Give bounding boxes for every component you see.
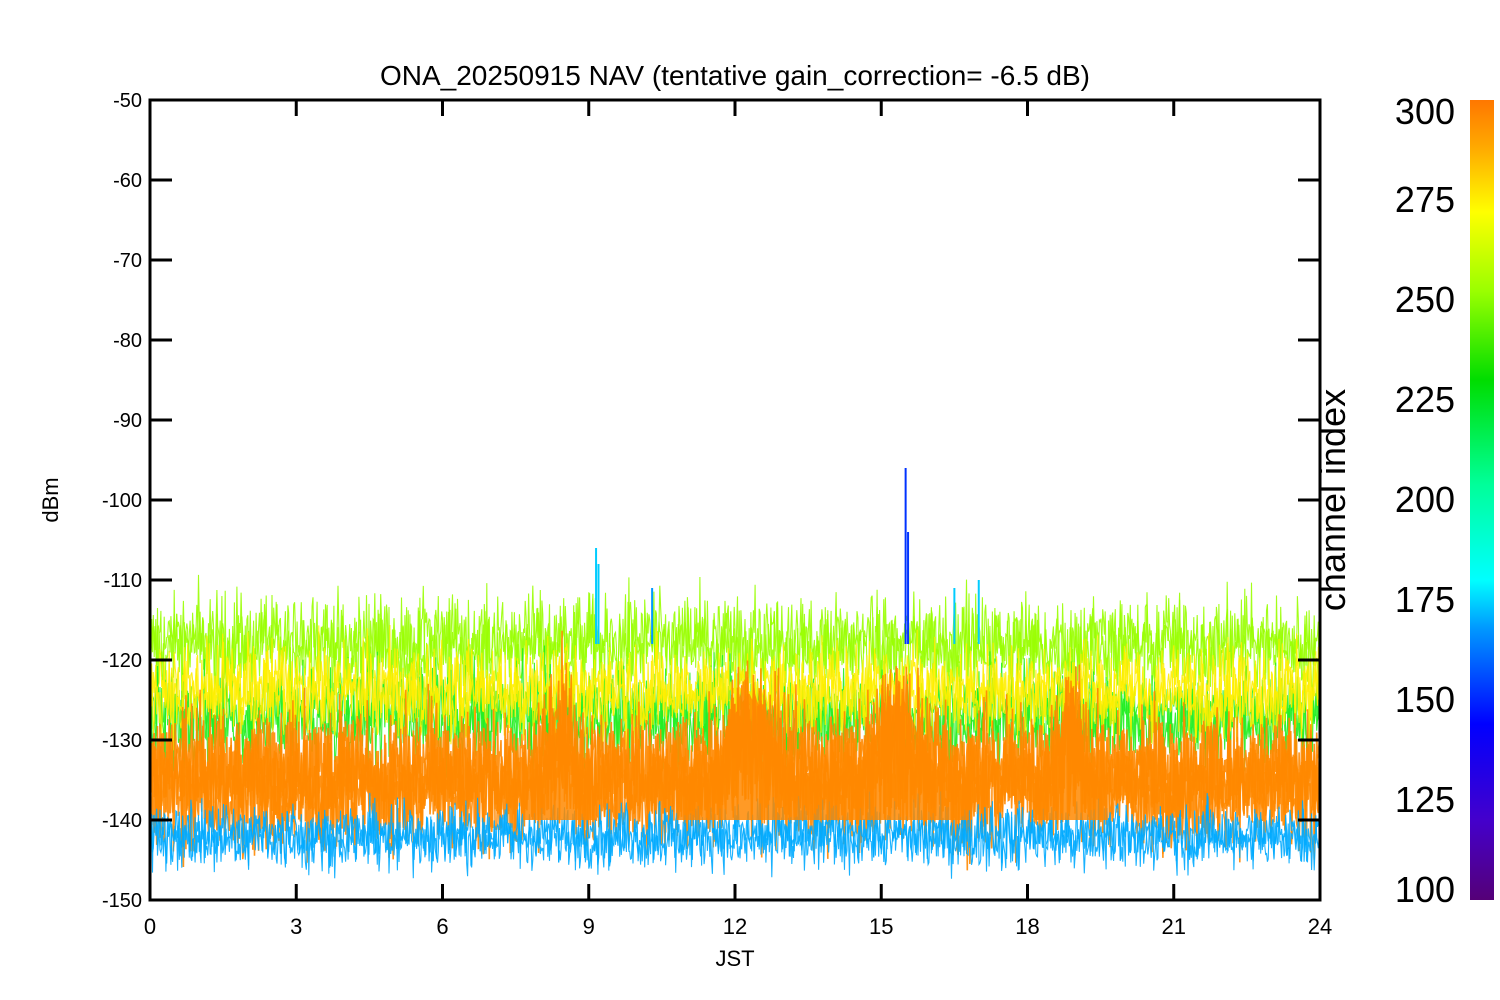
colorbar-tick-label: 250 — [1395, 279, 1455, 320]
y-tick-label: -120 — [102, 650, 142, 672]
x-tick-label: 3 — [290, 914, 302, 939]
y-tick-label: -50 — [113, 90, 142, 112]
colorbar-ticks: 100 125 150 175 200 225 250 275 300 — [1395, 91, 1455, 910]
series-line — [150, 666, 1320, 871]
colorbar-tick-label: 150 — [1395, 679, 1455, 720]
x-axis-label: JST — [715, 946, 754, 971]
x-tick-label: 21 — [1162, 914, 1186, 939]
x-tick-label: 9 — [583, 914, 595, 939]
series-line — [150, 574, 1320, 709]
y-tick-label: -130 — [102, 730, 142, 752]
colorbar — [1470, 100, 1494, 900]
y-axis-label: dBm — [38, 477, 63, 522]
colorbar-tick-label: 100 — [1395, 869, 1455, 910]
y-tick-label: -110 — [103, 570, 142, 592]
x-tick-label: 0 — [144, 914, 156, 939]
colorbar-tick-label: 225 — [1395, 379, 1455, 420]
y-tick-label: -150 — [102, 890, 142, 912]
bump-mark — [1034, 704, 1108, 820]
bump-mark — [522, 717, 597, 820]
y-tick-label: -90 — [113, 410, 142, 432]
bump-mark — [676, 691, 823, 820]
bump-mark — [822, 698, 969, 820]
colorbar-tick-label: 125 — [1395, 779, 1455, 820]
colorbar-label: channel index — [1312, 389, 1353, 611]
colorbar-tick-label: 300 — [1395, 91, 1455, 132]
colorbar-tick-label: 200 — [1395, 479, 1455, 520]
x-tick-label: 6 — [436, 914, 448, 939]
x-tick-label: 24 — [1308, 914, 1332, 939]
x-tick-label: 12 — [723, 914, 747, 939]
colorbar-tick-label: 175 — [1395, 579, 1455, 620]
y-axis: -50 -60 -70 -80 -90 -100 -110 -120 -130 -140 -150 — [102, 90, 1320, 912]
y-tick-label: -100 — [102, 490, 142, 512]
y-tick-label: -70 — [113, 250, 142, 272]
x-axis: 0 3 6 9 12 15 18 21 24 — [144, 100, 1332, 939]
colorbar-tick-label: 275 — [1395, 179, 1455, 220]
series-line — [150, 624, 1320, 764]
x-tick-label: 15 — [869, 914, 893, 939]
y-tick-label: -140 — [102, 810, 142, 832]
chart-title: ONA_20250915 NAV (tentative gain_correct… — [380, 60, 1090, 91]
x-tick-label: 18 — [1015, 914, 1039, 939]
y-tick-label: -80 — [113, 330, 142, 352]
y-tick-label: -60 — [113, 170, 142, 192]
data-layer — [150, 468, 1320, 879]
